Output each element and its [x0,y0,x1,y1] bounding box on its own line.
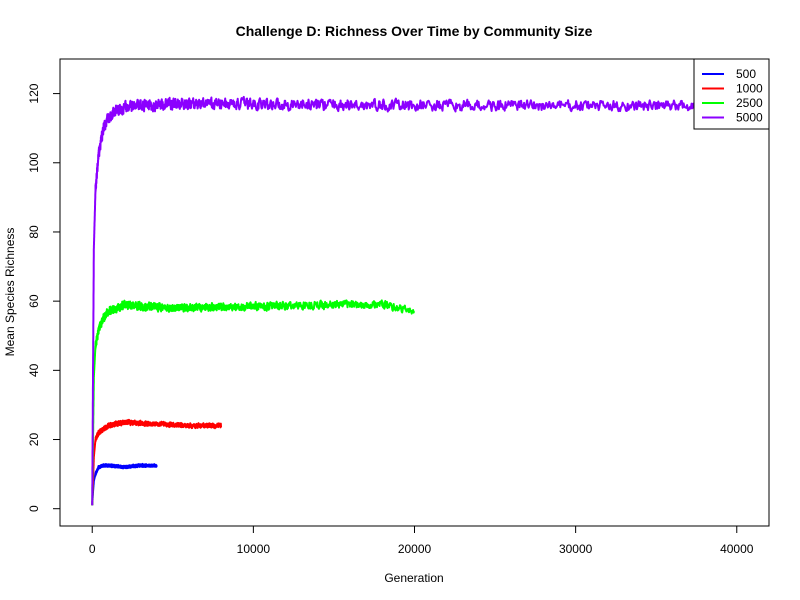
x-tick-label: 0 [89,542,96,556]
series-line-2500 [91,299,416,507]
legend-label-500: 500 [736,67,756,81]
x-axis-label: Generation [384,571,443,585]
x-tick-label: 10000 [237,542,271,556]
x-tick-label: 30000 [559,542,593,556]
legend-label-5000: 5000 [736,111,763,125]
plot-frame [59,58,770,527]
x-tick-label: 40000 [720,542,754,556]
x-tick-label: 20000 [398,542,432,556]
y-tick-label: 40 [27,363,41,377]
chart-title: Challenge D: Richness Over Time by Commu… [236,23,593,39]
y-tick-label: 100 [27,152,41,172]
y-tick-label: 20 [27,433,41,447]
y-tick-label: 60 [27,294,41,308]
y-axis: 0 20 40 60 80 100 120 [27,83,61,512]
legend-label-2500: 2500 [736,96,763,110]
y-tick-label: 80 [27,225,41,239]
series-line-500 [91,462,158,507]
legend-label-1000: 1000 [736,82,763,96]
y-tick-label: 120 [27,83,41,103]
y-tick-label: 0 [27,505,41,512]
series-line-5000 [91,95,738,506]
x-axis: 0 10000 20000 30000 40000 [89,525,754,556]
series-line-1000 [91,418,223,507]
series-layer [91,95,738,507]
y-axis-label: Mean Species Richness [3,228,17,357]
